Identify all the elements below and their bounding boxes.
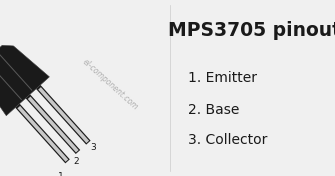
- Polygon shape: [36, 85, 91, 145]
- Polygon shape: [38, 87, 89, 143]
- Text: 3. Collector: 3. Collector: [188, 133, 267, 147]
- Text: 1: 1: [58, 172, 64, 176]
- Text: 3: 3: [90, 143, 96, 152]
- Text: 2: 2: [73, 158, 78, 166]
- Polygon shape: [0, 45, 49, 116]
- Text: 1. Emitter: 1. Emitter: [188, 71, 257, 85]
- Text: MPS3705 pinout: MPS3705 pinout: [168, 20, 335, 39]
- Polygon shape: [25, 94, 80, 154]
- Text: el-component.com: el-component.com: [80, 58, 140, 112]
- Polygon shape: [28, 97, 79, 152]
- Polygon shape: [15, 104, 70, 163]
- Polygon shape: [17, 106, 68, 162]
- Text: 2. Base: 2. Base: [188, 103, 240, 117]
